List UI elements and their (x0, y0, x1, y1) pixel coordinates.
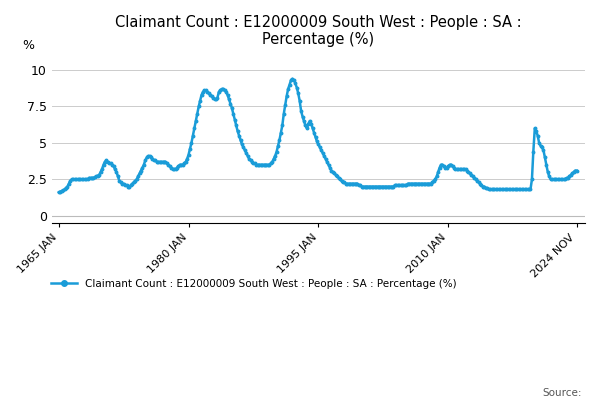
Text: %: % (23, 39, 35, 52)
Legend: Claimant Count : E12000009 South West : People : SA : Percentage (%): Claimant Count : E12000009 South West : … (46, 275, 461, 294)
Title: Claimant Count : E12000009 South West : People : SA :
Percentage (%): Claimant Count : E12000009 South West : … (115, 15, 522, 47)
Text: Source:: Source: (542, 388, 582, 398)
